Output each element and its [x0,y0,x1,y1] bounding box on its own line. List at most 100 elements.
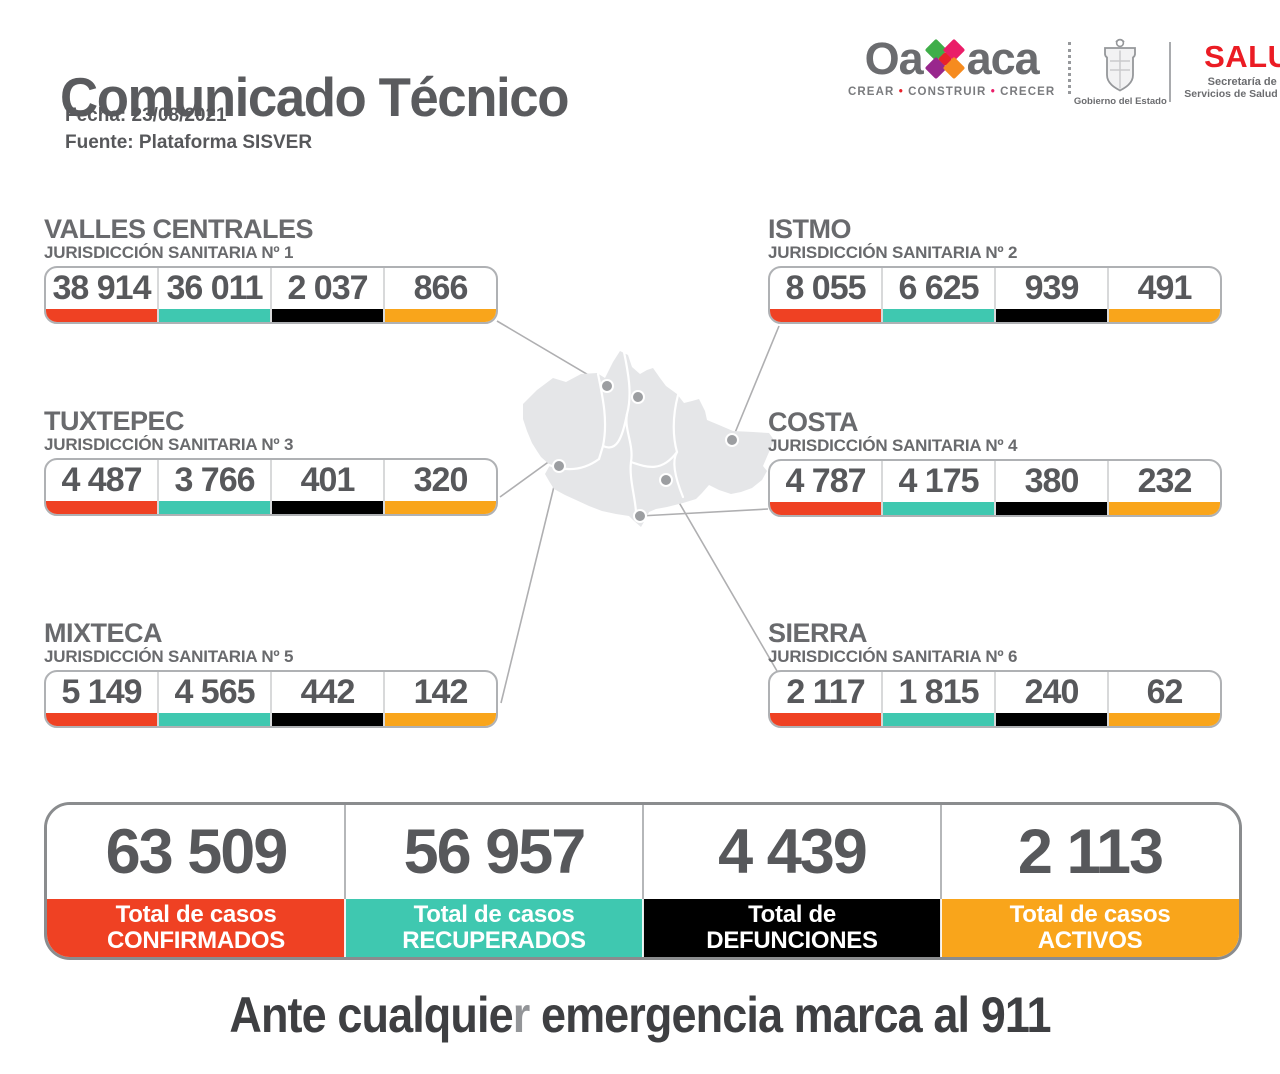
region-card-sierra: SIERRA JURISDICCIÓN SANITARIA Nº 6 2 117… [768,620,1222,728]
tagline-word-1: CREAR [848,86,895,98]
tagline-bullet-2: • [990,86,996,98]
header-meta: Fecha: 23/08/2021 Fuente: Plataforma SIS… [65,102,312,156]
oaxaca-wordmark: Oa aca [865,36,1040,82]
active-color-strip [385,501,496,514]
total-active: 2 113 Total de casos ACTIVOS [941,805,1239,957]
deaths-color-strip [272,713,383,726]
salud-wordmark: SALUD [1204,39,1280,74]
region-jurisdiction: JURISDICCIÓN SANITARIA Nº 3 [44,435,294,454]
region-card-valles-centrales: VALLES CENTRALES JURISDICCIÓN SANITARIA … [44,216,498,324]
logo-strip: Oa aca CREAR • CONSTRUIR • CRECER [848,36,1280,108]
stat-cell-confirmed: 2 117 [770,672,881,726]
connector-mixteca [500,465,560,704]
confirmed-value: 4 787 [785,462,866,500]
recovered-value: 1 815 [898,673,979,711]
connector-costa [639,508,769,517]
footer-text-soft-r: r [512,987,531,1043]
salud-subtitle-2: Servicios de Salud de Oaxaca [1184,88,1280,100]
recovered-color-strip [159,309,270,322]
stat-cell-confirmed: 38 914 [46,268,157,322]
stat-cell-deaths: 939 [994,268,1107,322]
confirmed-value: 5 149 [61,673,142,711]
region-name: COSTA [768,407,859,437]
confirmed-color-strip [770,309,881,322]
map-marker-dots [552,379,739,523]
stat-cell-deaths: 240 [994,672,1107,726]
confirmed-value: 2 117 [786,673,865,711]
stat-cell-active: 142 [383,672,496,726]
region-jurisdiction: JURISDICCIÓN SANITARIA Nº 5 [44,647,294,666]
active-value: 320 [413,461,469,499]
label-line-1: Total de casos [1009,901,1171,928]
total-recovered-value: 56 957 [345,805,643,899]
region-name: TUXTEPEC [44,406,185,436]
region-name: ISTMO [768,214,852,244]
confirmed-color-strip [46,501,157,514]
stat-cell-active: 232 [1107,461,1220,515]
recovered-color-strip [883,502,994,515]
label-line-1: Total de casos [413,901,575,928]
footer-text-1: Ante cualquie [229,987,513,1043]
region-stats-box: 38 914 36 011 2 037 866 [44,266,498,324]
fuente-label: Fuente: [65,132,134,153]
total-deaths-value: 4 439 [643,805,941,899]
deaths-value: 380 [1024,462,1080,500]
region-name: SIERRA [768,618,868,648]
active-color-strip [1109,502,1220,515]
map-dot-valles-centrales [600,379,614,393]
label-line-1: Total de [748,901,836,928]
map-dot-mixteca [552,459,566,473]
deaths-value: 240 [1024,673,1080,711]
fuente-line: Fuente: Plataforma SISVER [65,129,312,156]
map-dot-costa [633,509,647,523]
gobierno-logo: Gobierno del Estado [1074,36,1167,107]
stat-cell-confirmed: 5 149 [46,672,157,726]
region-card-tuxtepec: TUXTEPEC JURISDICCIÓN SANITARIA Nº 3 4 4… [44,408,498,516]
recovered-value: 36 011 [166,269,263,307]
total-active-value: 2 113 [941,805,1239,899]
connector-sierra [665,479,778,672]
connector-lines [496,320,780,704]
deaths-value: 939 [1024,269,1080,307]
stat-cell-recovered: 4 565 [157,672,270,726]
recovered-color-strip [159,713,270,726]
stat-cell-recovered: 3 766 [157,460,270,514]
fecha-line: Fecha: 23/08/2021 [65,102,312,129]
label-line-2: DEFUNCIONES [706,927,878,954]
recovered-color-strip [883,309,994,322]
region-jurisdiction: JURISDICCIÓN SANITARIA Nº 1 [44,243,294,262]
stat-cell-confirmed: 4 787 [770,461,881,515]
fuente-value: Plataforma SISVER [138,132,313,153]
total-recovered-label: Total de casos RECUPERADOS [345,899,643,957]
stat-cell-active: 62 [1107,672,1220,726]
confirmed-value: 8 055 [785,269,866,307]
deaths-color-strip [996,309,1107,322]
active-color-strip [1109,309,1220,322]
stat-cell-deaths: 2 037 [270,268,383,322]
map-region-borders [547,350,685,514]
region-jurisdiction: JURISDICCIÓN SANITARIA Nº 6 [768,647,1018,666]
active-color-strip [385,309,496,322]
region-stats-box: 4 487 3 766 401 320 [44,458,498,516]
deaths-color-strip [996,713,1107,726]
recovered-value: 4 175 [898,462,979,500]
map-shape [523,351,774,527]
stat-cell-active: 320 [383,460,496,514]
recovered-value: 3 766 [174,461,255,499]
total-recovered: 56 957 Total de casos RECUPERADOS [345,805,644,957]
stat-cell-recovered: 1 815 [881,672,994,726]
total-confirmed: 63 509 Total de casos CONFIRMADOS [47,805,346,957]
recovered-color-strip [883,713,994,726]
label-line-1: Total de casos [115,901,277,928]
active-value: 142 [413,673,469,711]
salud-logo: SALUD Secretaría de Salud Servicios de S… [1184,39,1280,100]
label-line-2: RECUPERADOS [402,927,586,954]
total-confirmed-value: 63 509 [47,805,345,899]
active-color-strip [385,713,496,726]
gobierno-caption: Gobierno del Estado [1073,96,1167,107]
recovered-value: 6 625 [898,269,979,307]
region-card-costa: COSTA JURISDICCIÓN SANITARIA Nº 4 4 787 … [768,409,1222,517]
confirmed-color-strip [46,713,157,726]
